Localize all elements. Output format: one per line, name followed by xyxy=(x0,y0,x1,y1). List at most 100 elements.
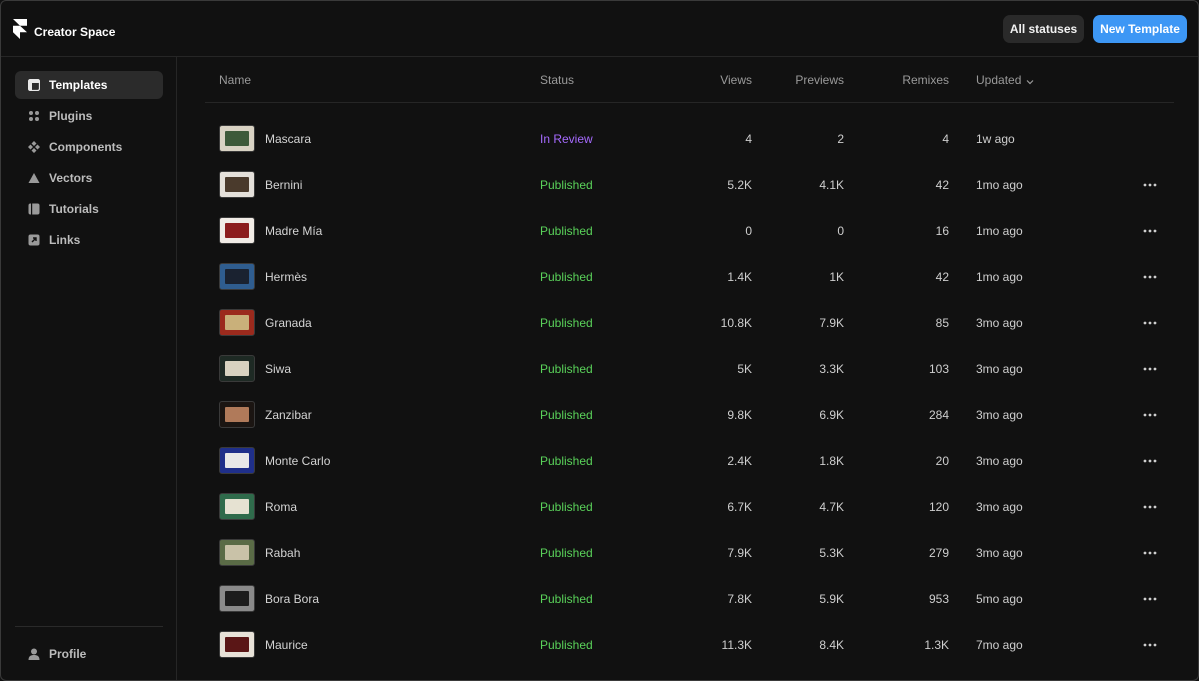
template-name[interactable]: Bernini xyxy=(265,178,303,192)
component-icon xyxy=(28,141,40,153)
previews-count: 4.1K xyxy=(819,178,844,192)
thumbnail-preview xyxy=(225,637,249,652)
remixes-count: 103 xyxy=(928,362,949,376)
sidebar-item-label: Templates xyxy=(49,78,108,92)
column-header-previews[interactable]: Previews xyxy=(795,73,844,87)
template-thumbnail[interactable] xyxy=(219,309,255,336)
new-template-button[interactable]: New Template xyxy=(1093,15,1187,43)
table-row[interactable]: Zanzibar Published 9.8K 6.9K 284 3mo ago xyxy=(205,392,1174,438)
sidebar-item-tutorials[interactable]: Tutorials xyxy=(15,195,163,223)
table-row[interactable]: Hermès Published 1.4K 1K 42 1mo ago xyxy=(205,254,1174,300)
template-name[interactable]: Hermès xyxy=(265,270,308,284)
more-options-icon[interactable] xyxy=(1142,409,1158,421)
template-thumbnail[interactable] xyxy=(219,539,255,566)
sidebar-item-templates[interactable]: Templates xyxy=(15,71,163,99)
sidebar-item-profile[interactable]: Profile xyxy=(15,640,163,668)
template-name[interactable]: Bora Bora xyxy=(265,592,320,606)
template-name[interactable]: Granada xyxy=(265,316,312,330)
column-header-remixes[interactable]: Remixes xyxy=(902,73,949,87)
template-thumbnail[interactable] xyxy=(219,171,255,198)
template-thumbnail[interactable] xyxy=(219,401,255,428)
remixes-count: 953 xyxy=(928,592,949,606)
template-thumbnail[interactable] xyxy=(219,125,255,152)
thumbnail-preview xyxy=(225,361,249,376)
template-name[interactable]: Roma xyxy=(265,500,298,514)
column-header-updated[interactable]: Updated xyxy=(976,73,1034,88)
template-thumbnail[interactable] xyxy=(219,493,255,520)
more-options-icon[interactable] xyxy=(1142,593,1158,605)
vector-icon xyxy=(28,172,40,184)
column-header-name[interactable]: Name xyxy=(219,73,252,87)
table-row[interactable]: Roma Published 6.7K 4.7K 120 3mo ago xyxy=(205,484,1174,530)
more-options-icon[interactable] xyxy=(1142,455,1158,467)
table-row[interactable]: Rabah Published 7.9K 5.3K 279 3mo ago xyxy=(205,530,1174,576)
updated-time: 3mo ago xyxy=(976,454,1023,468)
template-name[interactable]: Madre Mía xyxy=(265,224,323,238)
sidebar-item-components[interactable]: Components xyxy=(15,133,163,161)
status-badge: Published xyxy=(540,638,593,652)
template-thumbnail[interactable] xyxy=(219,355,255,382)
previews-count: 4.7K xyxy=(819,500,844,514)
status-badge: Published xyxy=(540,178,593,192)
remixes-count: 4 xyxy=(942,132,949,146)
table-row[interactable]: Bernini Published 5.2K 4.1K 42 1mo ago xyxy=(205,162,1174,208)
sidebar-item-label: Plugins xyxy=(49,109,93,123)
updated-time: 5mo ago xyxy=(976,592,1023,606)
table-row[interactable]: Maurice Published 11.3K 8.4K 1.3K 7mo ago xyxy=(205,622,1174,668)
column-header-updated-label: Updated xyxy=(976,73,1022,87)
previews-count: 3.3K xyxy=(819,362,844,376)
all-statuses-button[interactable]: All statuses xyxy=(1003,15,1084,43)
more-options-icon[interactable] xyxy=(1142,179,1158,191)
sidebar-divider xyxy=(15,626,163,627)
template-name[interactable]: Maurice xyxy=(265,638,308,652)
sidebar-item-plugins[interactable]: Plugins xyxy=(15,102,163,130)
updated-time: 1mo ago xyxy=(976,270,1023,284)
previews-count: 2 xyxy=(837,132,844,146)
more-options-icon[interactable] xyxy=(1142,547,1158,559)
table-row[interactable]: Siwa Published 5K 3.3K 103 3mo ago xyxy=(205,346,1174,392)
status-badge: Published xyxy=(540,224,593,238)
previews-count: 7.9K xyxy=(819,316,844,330)
template-thumbnail[interactable] xyxy=(219,585,255,612)
table-row[interactable]: Granada Published 10.8K 7.9K 85 3mo ago xyxy=(205,300,1174,346)
template-thumbnail[interactable] xyxy=(219,631,255,658)
more-options-icon[interactable] xyxy=(1142,639,1158,651)
template-thumbnail[interactable] xyxy=(219,447,255,474)
more-options-icon[interactable] xyxy=(1142,363,1158,375)
more-options-icon[interactable] xyxy=(1142,501,1158,513)
template-name[interactable]: Siwa xyxy=(265,362,292,376)
brand[interactable]: Creator Space xyxy=(13,19,115,44)
more-options-icon[interactable] xyxy=(1142,317,1158,329)
table-row[interactable]: Mascara In Review 4 2 4 1w ago xyxy=(205,116,1174,162)
template-thumbnail[interactable] xyxy=(219,263,255,290)
sidebar-item-label: Components xyxy=(49,140,123,154)
table-row[interactable]: Monte Carlo Published 2.4K 1.8K 20 3mo ago xyxy=(205,438,1174,484)
thumbnail-preview xyxy=(225,269,249,284)
status-badge: Published xyxy=(540,362,593,376)
views-count: 4 xyxy=(745,132,752,146)
updated-time: 3mo ago xyxy=(976,546,1023,560)
thumbnail-preview xyxy=(225,591,249,606)
template-name[interactable]: Mascara xyxy=(265,132,312,146)
more-options-icon[interactable] xyxy=(1142,271,1158,283)
template-name[interactable]: Monte Carlo xyxy=(265,454,331,468)
template-thumbnail[interactable] xyxy=(219,217,255,244)
updated-time: 3mo ago xyxy=(976,362,1023,376)
table-row[interactable]: Bora Bora Published 7.8K 5.9K 953 5mo ago xyxy=(205,576,1174,622)
sidebar-item-vectors[interactable]: Vectors xyxy=(15,164,163,192)
views-count: 11.3K xyxy=(721,638,752,652)
previews-count: 6.9K xyxy=(819,408,844,422)
column-header-status[interactable]: Status xyxy=(540,73,575,87)
status-badge: In Review xyxy=(540,132,593,146)
column-header-views[interactable]: Views xyxy=(720,73,752,87)
previews-count: 1K xyxy=(829,270,844,284)
remixes-count: 16 xyxy=(935,224,949,238)
template-name[interactable]: Rabah xyxy=(265,546,301,560)
status-badge: Published xyxy=(540,454,593,468)
template-name[interactable]: Zanzibar xyxy=(265,408,312,422)
sidebar-item-links[interactable]: Links xyxy=(15,226,163,254)
table-row[interactable]: Madre Mía Published 0 0 16 1mo ago xyxy=(205,208,1174,254)
remixes-count: 20 xyxy=(935,454,949,468)
more-options-icon[interactable] xyxy=(1142,225,1158,237)
tutorial-icon xyxy=(28,203,40,215)
